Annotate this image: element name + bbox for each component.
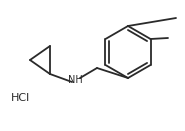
Text: NH: NH: [68, 75, 82, 85]
Text: HCl: HCl: [10, 93, 30, 103]
